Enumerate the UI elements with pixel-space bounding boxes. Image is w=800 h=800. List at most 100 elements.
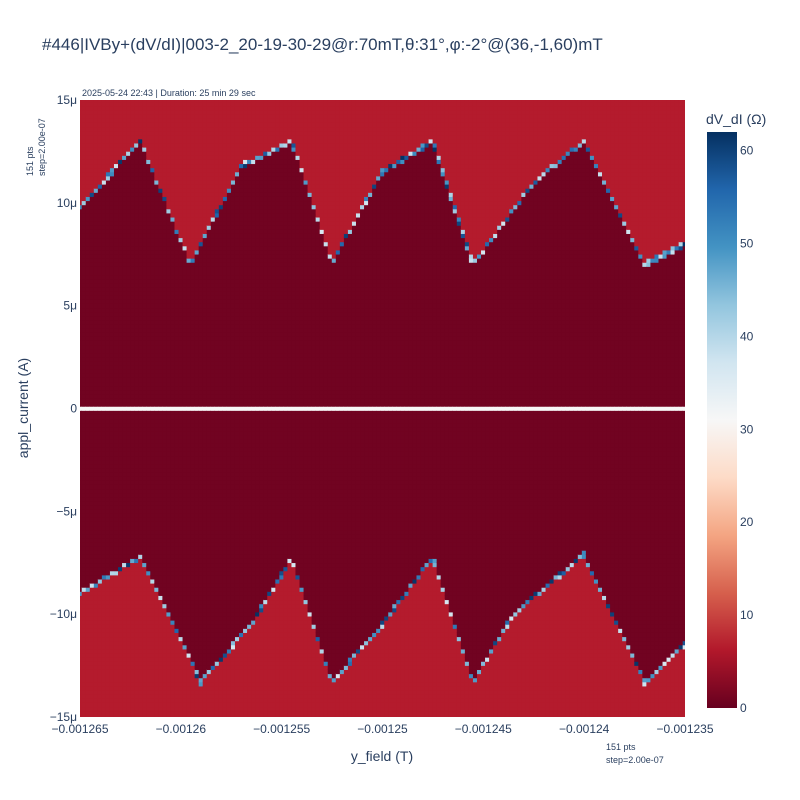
heatmap-cell bbox=[142, 287, 147, 292]
heatmap-cell bbox=[110, 349, 115, 354]
heatmap-cell bbox=[195, 135, 200, 140]
heatmap-cell bbox=[150, 550, 155, 555]
heatmap-cell bbox=[94, 209, 99, 214]
heatmap-cell bbox=[170, 546, 175, 551]
heatmap-cell bbox=[158, 674, 163, 679]
heatmap-cell bbox=[126, 554, 131, 559]
heatmap-cell bbox=[110, 205, 115, 210]
heatmap-cell bbox=[203, 213, 208, 218]
heatmap-cell bbox=[166, 612, 171, 617]
heatmap-cell bbox=[114, 365, 119, 370]
heatmap-cell bbox=[195, 418, 200, 423]
heatmap-cell bbox=[174, 373, 179, 378]
heatmap-cell bbox=[150, 665, 155, 670]
heatmap-cell bbox=[187, 361, 192, 366]
heatmap-cell bbox=[90, 595, 95, 600]
heatmap-cell bbox=[166, 176, 171, 181]
heatmap-cell bbox=[195, 698, 200, 703]
heatmap-cell bbox=[146, 456, 151, 461]
heatmap-cell bbox=[158, 291, 163, 296]
heatmap-cell bbox=[122, 641, 127, 646]
heatmap-cell bbox=[134, 418, 139, 423]
heatmap-cell bbox=[94, 484, 99, 489]
heatmap-cell bbox=[179, 118, 184, 123]
heatmap-cell bbox=[102, 645, 107, 650]
heatmap-cell bbox=[166, 394, 171, 399]
heatmap-cell bbox=[191, 591, 196, 596]
heatmap-cell bbox=[130, 188, 135, 193]
heatmap-cell bbox=[203, 176, 208, 181]
heatmap-cell bbox=[207, 447, 212, 452]
heatmap-cell bbox=[126, 599, 131, 604]
heatmap-cell bbox=[203, 443, 208, 448]
heatmap-cell bbox=[199, 456, 204, 461]
heatmap-cell bbox=[187, 711, 192, 716]
heatmap-cell bbox=[94, 126, 99, 131]
heatmap-cell bbox=[142, 484, 147, 489]
heatmap-cell bbox=[94, 242, 99, 247]
heatmap-cell bbox=[179, 406, 184, 411]
heatmap-cell bbox=[142, 246, 147, 251]
heatmap-cell bbox=[94, 200, 99, 205]
heatmap-cell bbox=[142, 414, 147, 419]
heatmap-cell bbox=[195, 287, 200, 292]
heatmap-cell bbox=[174, 678, 179, 683]
heatmap-cell bbox=[199, 381, 204, 386]
heatmap-cell bbox=[90, 205, 95, 210]
heatmap-cell bbox=[203, 196, 208, 201]
heatmap-cell bbox=[174, 484, 179, 489]
heatmap-cell bbox=[110, 418, 115, 423]
heatmap-cell bbox=[106, 427, 111, 432]
heatmap-cell bbox=[130, 632, 135, 637]
heatmap-cell bbox=[134, 349, 139, 354]
heatmap-cell bbox=[78, 139, 83, 144]
heatmap-cell bbox=[179, 513, 184, 518]
heatmap-cell bbox=[126, 661, 131, 666]
heatmap-cell bbox=[146, 106, 151, 111]
heatmap-cell bbox=[142, 353, 147, 358]
heatmap-cell bbox=[130, 649, 135, 654]
heatmap-cell bbox=[162, 176, 167, 181]
heatmap-cell bbox=[82, 665, 87, 670]
heatmap-cell bbox=[122, 447, 127, 452]
heatmap-cell bbox=[191, 283, 196, 288]
heatmap-cell bbox=[130, 279, 135, 284]
heatmap-cell bbox=[94, 612, 99, 617]
heatmap-cell bbox=[207, 238, 212, 243]
heatmap-cell bbox=[82, 176, 87, 181]
heatmap-cell bbox=[150, 542, 155, 547]
heatmap-cell bbox=[138, 205, 143, 210]
heatmap-cell bbox=[106, 287, 111, 292]
heatmap-cell bbox=[154, 427, 159, 432]
heatmap-cell bbox=[203, 410, 208, 415]
heatmap-cell bbox=[138, 702, 143, 707]
heatmap-cell bbox=[150, 196, 155, 201]
heatmap-cell bbox=[203, 620, 208, 625]
heatmap-cell bbox=[199, 328, 204, 333]
heatmap-cell bbox=[114, 423, 119, 428]
heatmap-cell bbox=[207, 456, 212, 461]
heatmap-cell bbox=[146, 196, 151, 201]
heatmap-cell bbox=[158, 665, 163, 670]
heatmap-cell bbox=[118, 443, 123, 448]
heatmap-cell bbox=[179, 628, 184, 633]
heatmap-cell bbox=[86, 480, 91, 485]
heatmap-cell bbox=[170, 373, 175, 378]
heatmap-cell bbox=[134, 361, 139, 366]
heatmap-cell bbox=[134, 608, 139, 613]
heatmap-cell bbox=[106, 291, 111, 296]
heatmap-cell bbox=[94, 418, 99, 423]
heatmap-cell bbox=[102, 176, 107, 181]
heatmap-cell bbox=[82, 369, 87, 374]
heatmap-cell bbox=[142, 501, 147, 506]
heatmap-cell bbox=[179, 546, 184, 551]
heatmap-cell bbox=[195, 583, 200, 588]
heatmap-cell bbox=[118, 464, 123, 469]
heatmap-cell bbox=[199, 690, 204, 695]
heatmap-cell bbox=[138, 192, 143, 197]
heatmap-cell bbox=[191, 513, 196, 518]
heatmap-cell bbox=[170, 159, 175, 164]
heatmap-cell bbox=[183, 456, 188, 461]
heatmap-cell bbox=[207, 118, 212, 123]
heatmap-cell bbox=[203, 266, 208, 271]
